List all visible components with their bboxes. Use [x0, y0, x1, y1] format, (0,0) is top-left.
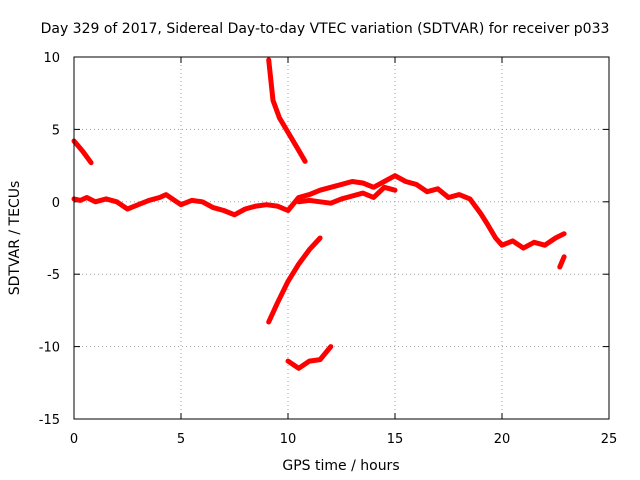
y-tick-label: 5 — [52, 123, 60, 138]
y-tick-label: -15 — [39, 413, 60, 428]
plot-frame — [73, 56, 610, 420]
y-tick-label: -5 — [47, 268, 60, 283]
x-tick-label: 25 — [601, 432, 618, 447]
grid — [74, 57, 609, 419]
series-line-steep-decline — [266, 57, 308, 164]
series-group — [71, 57, 567, 371]
y-tick-label: 0 — [52, 196, 60, 211]
x-tick-label: 0 — [70, 432, 78, 447]
y-axis-label: SDTVAR / TECUs — [7, 181, 23, 296]
series-line-main-trace — [71, 173, 567, 251]
series-line-steep-rise — [266, 235, 323, 325]
y-tick-label: -10 — [39, 341, 60, 356]
chart-title: Day 329 of 2017, Sidereal Day-to-day VTE… — [41, 21, 610, 37]
y-tick-label: 10 — [43, 51, 60, 66]
series-line-lower-branch — [296, 184, 398, 206]
x-tick-label: 5 — [177, 432, 185, 447]
x-tick-label: 15 — [387, 432, 404, 447]
ticks: 0 5 10 15 20 25 -15 -10 -5 0 5 10 — [39, 51, 618, 447]
x-tick-label: 20 — [494, 432, 511, 447]
series-line-early-decline — [71, 138, 94, 166]
series-line-late-segment — [557, 254, 567, 270]
x-axis-label: GPS time / hours — [282, 458, 399, 474]
x-tick-label: 10 — [280, 432, 297, 447]
series-line-lower-segment — [285, 344, 334, 371]
